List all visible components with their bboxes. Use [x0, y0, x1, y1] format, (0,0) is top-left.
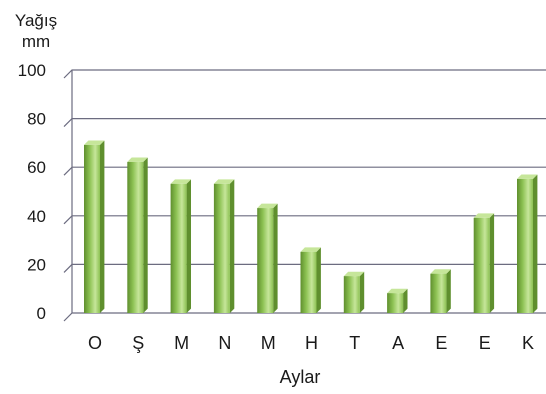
bar-front	[127, 161, 144, 313]
y-axis-label-line2: mm	[22, 32, 50, 51]
y-tick-label: 60	[27, 158, 46, 177]
bar-front	[473, 217, 490, 313]
gridline-100	[63, 69, 546, 79]
bar-side	[533, 174, 538, 313]
bar-top	[170, 179, 191, 184]
bar-front	[257, 208, 274, 313]
bar-front	[517, 178, 533, 313]
bar-front	[84, 144, 100, 313]
x-tick-label: M	[261, 333, 276, 353]
x-tick-label: A	[392, 333, 404, 353]
bar-side	[359, 271, 365, 313]
bar-front	[387, 293, 404, 313]
y-tick-label: 80	[27, 110, 46, 129]
bar-top	[430, 269, 451, 274]
bar-side	[143, 157, 148, 313]
bar-side	[489, 213, 495, 313]
bar-side	[229, 179, 235, 313]
bar-Ş-1	[127, 157, 148, 313]
x-tick-label: Ş	[132, 333, 144, 353]
bar-front	[170, 183, 187, 313]
x-tick-label: T	[349, 333, 360, 353]
bar-top	[300, 247, 321, 252]
bar-E-9	[473, 213, 495, 313]
bar-top	[387, 288, 408, 294]
bar-top	[127, 157, 148, 162]
x-tick-label: E	[435, 333, 447, 353]
bar-K-10	[517, 174, 538, 313]
bar-E-8	[430, 269, 451, 313]
y-tick-labels: 0 20 40 60 80 100	[18, 61, 46, 323]
x-axis-label: Aylar	[280, 367, 321, 387]
x-tick-label: O	[88, 333, 102, 353]
bar-side	[446, 269, 451, 313]
x-tick-label: E	[479, 333, 491, 353]
gridline-80	[63, 118, 546, 128]
x-tick-label: K	[522, 333, 534, 353]
bar-front	[300, 251, 317, 313]
x-tick-label: N	[218, 333, 231, 353]
bar-top	[213, 179, 235, 184]
bar-top	[343, 271, 365, 277]
bar-top	[517, 174, 538, 179]
bar-A-7	[387, 288, 408, 313]
bar-top	[257, 203, 278, 209]
gridline-0	[63, 312, 546, 322]
bar-side	[316, 247, 321, 313]
x-tick-label: H	[305, 333, 318, 353]
bar-M-4	[257, 203, 278, 313]
y-tick-label: 100	[18, 61, 46, 80]
y-tick-label: 0	[37, 304, 46, 323]
bars	[84, 140, 538, 313]
bar-M-2	[170, 179, 191, 313]
bar-front	[343, 276, 360, 313]
bar-side	[100, 140, 105, 313]
bar-T-6	[343, 271, 365, 313]
bar-H-5	[300, 247, 321, 313]
bar-top	[473, 213, 495, 218]
y-tick-label: 20	[27, 255, 46, 274]
x-tick-label: M	[174, 333, 189, 353]
y-tick-label: 40	[27, 207, 46, 226]
bar-side	[273, 203, 278, 313]
bar-top	[84, 140, 105, 145]
bar-N-3	[213, 179, 235, 313]
bar-side	[186, 179, 191, 313]
bar-front	[213, 183, 230, 313]
bar-O-0	[84, 140, 105, 313]
bar-front	[430, 273, 447, 313]
bar-side	[403, 288, 408, 313]
y-axis-label-line1: Yağış	[15, 11, 57, 30]
x-tick-labels: OŞMNMHTAEEKA	[88, 333, 534, 353]
